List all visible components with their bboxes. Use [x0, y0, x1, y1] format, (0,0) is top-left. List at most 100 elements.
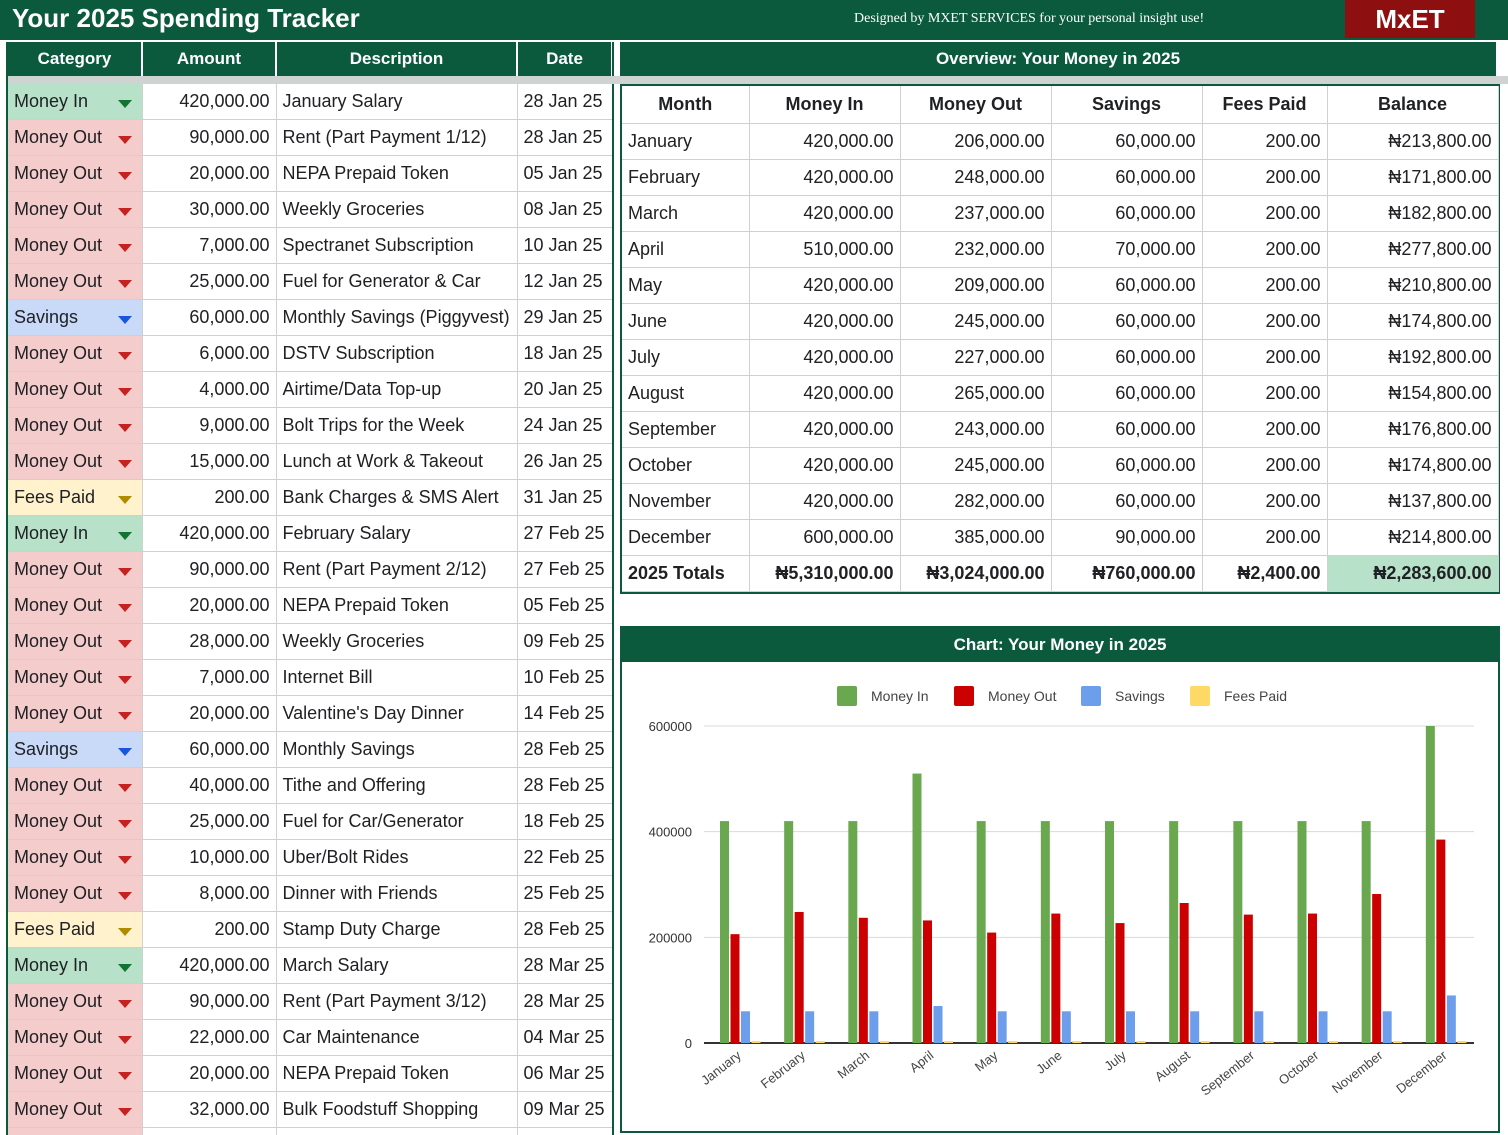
amount-cell[interactable]: 7,000.00 [142, 227, 277, 264]
date-cell[interactable]: 28 Jan 25 [517, 84, 612, 120]
ledger-row[interactable]: Savings 60,000.00 Monthly Savings 28 Feb… [8, 731, 612, 768]
money-out-cell[interactable]: 227,000.00 [900, 339, 1052, 376]
ledger-row[interactable]: Money Out 25,000.00 Fuel for Car/Generat… [8, 803, 612, 840]
description-cell[interactable]: Rent (Part Payment 3/12) [276, 983, 518, 1020]
month-cell[interactable]: June [622, 303, 750, 340]
ledger-row[interactable]: Money Out 9,000.00 Bolt Trips for the We… [8, 407, 612, 444]
category-dropdown[interactable]: Money In [8, 947, 143, 984]
savings-cell[interactable]: 60,000.00 [1051, 411, 1203, 448]
date-cell[interactable]: 27 Feb 25 [517, 515, 612, 552]
ledger-row[interactable]: Money Out 30,000.00 Weekly Groceries 08 … [8, 191, 612, 228]
date-cell[interactable]: 20 Jan 25 [517, 371, 612, 408]
fees-cell[interactable]: 200.00 [1202, 123, 1328, 160]
ledger-row[interactable]: Money Out 7,000.00 Internet Bill 10 Feb … [8, 659, 612, 696]
description-cell[interactable]: Stamp Duty Charge [276, 911, 518, 948]
money-in-cell[interactable]: 420,000.00 [749, 339, 901, 376]
savings-cell[interactable]: 60,000.00 [1051, 447, 1203, 484]
ledger-row[interactable]: Money Out 8,000.00 Dinner with Friends 2… [8, 875, 612, 912]
description-cell[interactable]: Bolt Trips for the Week [276, 407, 518, 444]
overview-row[interactable]: March 420,000.00 237,000.00 60,000.00 200.00… [622, 195, 1499, 232]
savings-cell[interactable]: 90,000.00 [1051, 519, 1203, 556]
money-in-cell[interactable]: 420,000.00 [749, 447, 901, 484]
amount-cell[interactable]: 420,000.00 [142, 515, 277, 552]
savings-cell[interactable]: 60,000.00 [1051, 375, 1203, 412]
fees-cell[interactable]: 200.00 [1202, 195, 1328, 232]
savings-cell[interactable]: 60,000.00 [1051, 483, 1203, 520]
overview-row[interactable]: April 510,000.00 232,000.00 70,000.00 200.00… [622, 231, 1499, 268]
description-cell[interactable]: February Salary [276, 515, 518, 552]
fees-cell[interactable]: 200.00 [1202, 375, 1328, 412]
date-cell[interactable]: 25 Feb 25 [517, 875, 612, 912]
month-cell[interactable]: March [622, 195, 750, 232]
amount-cell[interactable]: 20,000.00 [142, 1055, 277, 1092]
date-cell[interactable]: 26 Jan 25 [517, 443, 612, 480]
balance-cell[interactable]: ₦213,800.00 [1327, 123, 1499, 160]
description-cell[interactable]: Weekly Groceries [276, 623, 518, 660]
total-balance-cell[interactable]: ₦2,283,600.00 [1327, 555, 1499, 592]
dropdown-arrow-icon[interactable] [117, 1107, 132, 1116]
category-dropdown[interactable]: Money Out [8, 155, 143, 192]
date-cell[interactable]: 09 Feb 25 [517, 623, 612, 660]
month-cell[interactable]: November [622, 483, 750, 520]
month-cell[interactable]: December [622, 519, 750, 556]
category-dropdown[interactable]: Money Out [8, 119, 143, 156]
description-cell[interactable]: Airtime/Data Top-up [276, 371, 518, 408]
dropdown-arrow-icon[interactable] [117, 423, 132, 432]
overview-header-balance[interactable]: Balance [1327, 86, 1499, 124]
category-dropdown[interactable]: Savings [8, 299, 143, 336]
dropdown-arrow-icon[interactable] [117, 1071, 132, 1080]
amount-cell[interactable]: 10,000.00 [142, 839, 277, 876]
amount-cell[interactable]: 200.00 [142, 479, 277, 516]
total-money-out-cell[interactable]: ₦3,024,000.00 [900, 555, 1052, 592]
date-cell[interactable]: 18 Jan 25 [517, 335, 612, 372]
description-cell[interactable]: Spectranet Subscription [276, 227, 518, 264]
description-cell[interactable]: Fuel for Car/Generator [276, 803, 518, 840]
amount-cell[interactable]: 4,000.00 [142, 371, 277, 408]
money-in-cell[interactable]: 420,000.00 [749, 303, 901, 340]
ledger-row[interactable]: Money Out 22,000.00 Car Maintenance 04 M… [8, 1019, 612, 1056]
category-dropdown[interactable]: Money Out [8, 1019, 143, 1056]
dropdown-arrow-icon[interactable] [117, 351, 132, 360]
description-cell[interactable]: Monthly Savings [276, 731, 518, 768]
overview-header-month[interactable]: Month [622, 86, 750, 124]
amount-cell[interactable]: 420,000.00 [142, 947, 277, 984]
category-dropdown[interactable]: Money Out [8, 551, 143, 588]
amount-cell[interactable]: 30,000.00 [142, 191, 277, 228]
balance-cell[interactable]: ₦214,800.00 [1327, 519, 1499, 556]
date-cell[interactable]: 28 Feb 25 [517, 767, 612, 804]
fees-cell[interactable]: 200.00 [1202, 519, 1328, 556]
dropdown-arrow-icon[interactable] [117, 459, 132, 468]
dropdown-arrow-icon[interactable] [117, 963, 132, 972]
category-dropdown[interactable]: Fees Paid [8, 479, 143, 516]
overview-row[interactable]: December 600,000.00 385,000.00 90,000.00 200… [622, 519, 1499, 556]
category-dropdown[interactable]: Money Out [8, 803, 143, 840]
date-cell[interactable]: 28 Feb 25 [517, 731, 612, 768]
dropdown-arrow-icon[interactable] [117, 207, 132, 216]
ledger-row[interactable]: Money Out [8, 1127, 612, 1135]
ledger-row[interactable]: Money In 420,000.00 March Salary 28 Mar … [8, 947, 612, 984]
date-cell[interactable]: 27 Feb 25 [517, 551, 612, 588]
amount-cell[interactable] [142, 1127, 277, 1135]
dropdown-arrow-icon[interactable] [117, 567, 132, 576]
month-cell[interactable]: April [622, 231, 750, 268]
description-cell[interactable]: Monthly Savings (Piggyvest) [276, 299, 518, 336]
amount-cell[interactable]: 60,000.00 [142, 299, 277, 336]
amount-cell[interactable]: 60,000.00 [142, 731, 277, 768]
ledger-row[interactable]: Money Out 28,000.00 Weekly Groceries 09 … [8, 623, 612, 660]
amount-cell[interactable]: 20,000.00 [142, 587, 277, 624]
money-in-cell[interactable]: 420,000.00 [749, 123, 901, 160]
ledger-row[interactable]: Money Out 90,000.00 Rent (Part Payment 3… [8, 983, 612, 1020]
ledger-row[interactable]: Money Out 7,000.00 Spectranet Subscripti… [8, 227, 612, 264]
amount-cell[interactable]: 8,000.00 [142, 875, 277, 912]
category-dropdown[interactable]: Savings [8, 731, 143, 768]
money-out-cell[interactable]: 245,000.00 [900, 303, 1052, 340]
fees-cell[interactable]: 200.00 [1202, 411, 1328, 448]
amount-cell[interactable]: 420,000.00 [142, 84, 277, 120]
category-dropdown[interactable]: Money Out [8, 839, 143, 876]
date-cell[interactable]: 31 Jan 25 [517, 479, 612, 516]
overview-row[interactable]: July 420,000.00 227,000.00 60,000.00 200.00 ₦… [622, 339, 1499, 376]
dropdown-arrow-icon[interactable] [117, 639, 132, 648]
ledger-row[interactable]: Money Out 6,000.00 DSTV Subscription 18 … [8, 335, 612, 372]
money-out-cell[interactable]: 245,000.00 [900, 447, 1052, 484]
balance-cell[interactable]: ₦176,800.00 [1327, 411, 1499, 448]
